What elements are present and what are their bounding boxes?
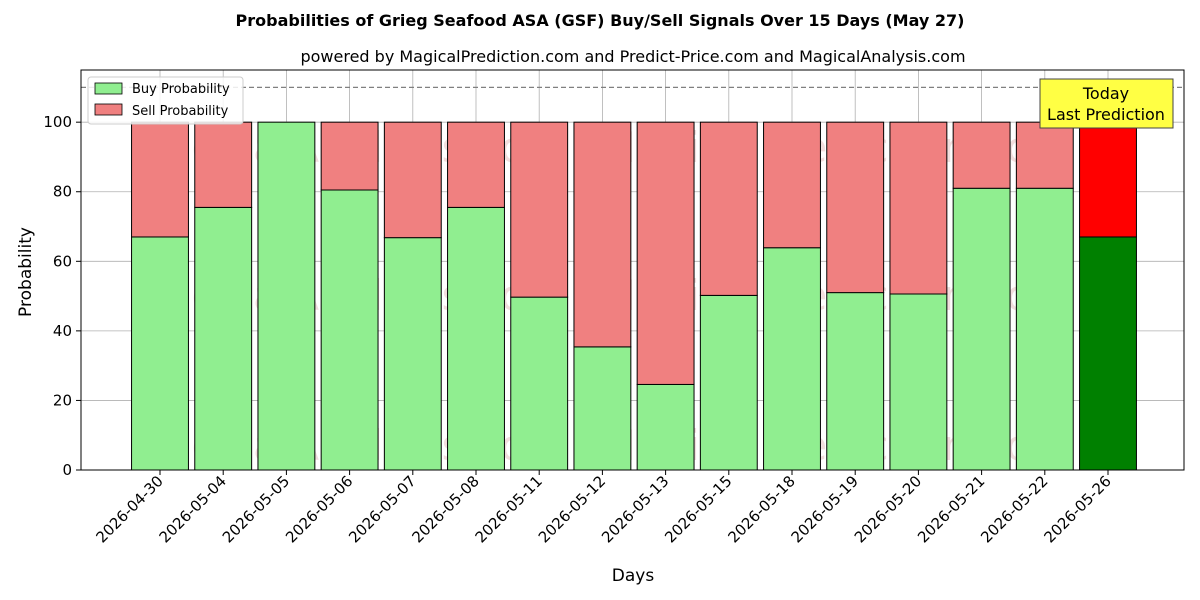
buy-bar <box>131 236 189 471</box>
buy-bar <box>1079 236 1137 471</box>
sell-bar <box>1079 121 1137 238</box>
x-tick-label: 2026-05-22 <box>977 472 1051 546</box>
sell-bar <box>320 121 379 191</box>
sell-bar <box>131 121 189 238</box>
y-tick-label: 80 <box>53 183 72 201</box>
y-axis-label: Probability <box>16 227 36 317</box>
x-tick-label: 2026-05-08 <box>408 472 482 546</box>
today-annotation: Today Last Prediction <box>1039 78 1174 129</box>
legend-buy-label: Buy Probability <box>132 82 230 97</box>
y-tick-label: 0 <box>62 461 72 479</box>
y-tick-label: 60 <box>53 252 72 270</box>
y-ticks: 0 20 40 60 80 100 <box>43 113 81 479</box>
sell-bar <box>573 121 632 348</box>
buy-bar <box>826 292 885 471</box>
x-tick-label: 2026-05-20 <box>851 472 925 546</box>
buy-bar <box>447 206 505 471</box>
sell-bar <box>1015 121 1074 189</box>
buy-bar <box>573 346 632 471</box>
sell-bar <box>447 121 505 208</box>
annotation-box <box>1039 78 1174 129</box>
x-ticks: 2026-04-302026-05-042026-05-052026-05-06… <box>92 470 1115 546</box>
sell-bar <box>952 121 1011 189</box>
x-tick-label: 2026-05-04 <box>156 472 230 546</box>
buy-bar <box>889 293 948 471</box>
x-tick-label: 2026-05-12 <box>535 472 609 546</box>
x-tick-label: 2026-05-13 <box>598 472 672 546</box>
x-tick-label: 2026-05-26 <box>1040 472 1114 546</box>
x-tick-label: 2026-04-30 <box>92 472 166 546</box>
bars <box>131 121 1137 471</box>
legend: Buy Probability Sell Probability <box>87 76 244 125</box>
sell-bar <box>826 121 885 294</box>
x-axis-label: Days <box>612 566 655 586</box>
buy-bar <box>194 206 253 471</box>
sell-bar <box>383 121 442 239</box>
sell-bar <box>889 121 948 295</box>
x-tick-label: 2026-05-15 <box>661 472 735 546</box>
buy-bar <box>320 189 379 471</box>
annotation-line1: Today <box>1082 84 1129 103</box>
legend-box <box>87 76 244 125</box>
sell-bar <box>194 121 253 208</box>
x-tick-label: 2026-05-18 <box>724 472 798 546</box>
x-tick-label: 2026-05-05 <box>219 472 293 546</box>
buy-bar <box>636 383 695 471</box>
buy-bar <box>383 237 442 471</box>
y-tick-label: 100 <box>43 113 72 131</box>
sell-bar <box>510 121 569 298</box>
buy-bar <box>510 296 569 471</box>
x-tick-label: 2026-05-19 <box>788 472 862 546</box>
buy-bar <box>952 187 1011 471</box>
buy-bar <box>257 121 316 471</box>
legend-buy-swatch <box>94 82 123 95</box>
buy-bar <box>1015 187 1074 471</box>
legend-sell-swatch <box>94 103 123 116</box>
sell-bar <box>763 121 821 249</box>
sell-bar <box>699 121 758 296</box>
sell-bar <box>636 121 695 385</box>
x-tick-label: 2026-05-21 <box>914 472 988 546</box>
legend-sell-label: Sell Probability <box>132 104 229 119</box>
x-tick-label: 2026-05-07 <box>345 472 419 546</box>
chart-subtitle: powered by MagicalPrediction.com and Pre… <box>300 47 965 66</box>
y-tick-label: 40 <box>53 322 72 340</box>
x-tick-label: 2026-05-11 <box>472 472 546 546</box>
annotation-line2: Last Prediction <box>1047 105 1165 124</box>
buy-bar <box>763 247 821 471</box>
buy-bar <box>699 294 758 471</box>
plot-frame <box>80 69 1185 471</box>
chart-title: Probabilities of Grieg Seafood ASA (GSF)… <box>236 11 965 30</box>
y-tick-label: 20 <box>53 391 72 409</box>
x-tick-label: 2026-05-06 <box>282 472 356 546</box>
